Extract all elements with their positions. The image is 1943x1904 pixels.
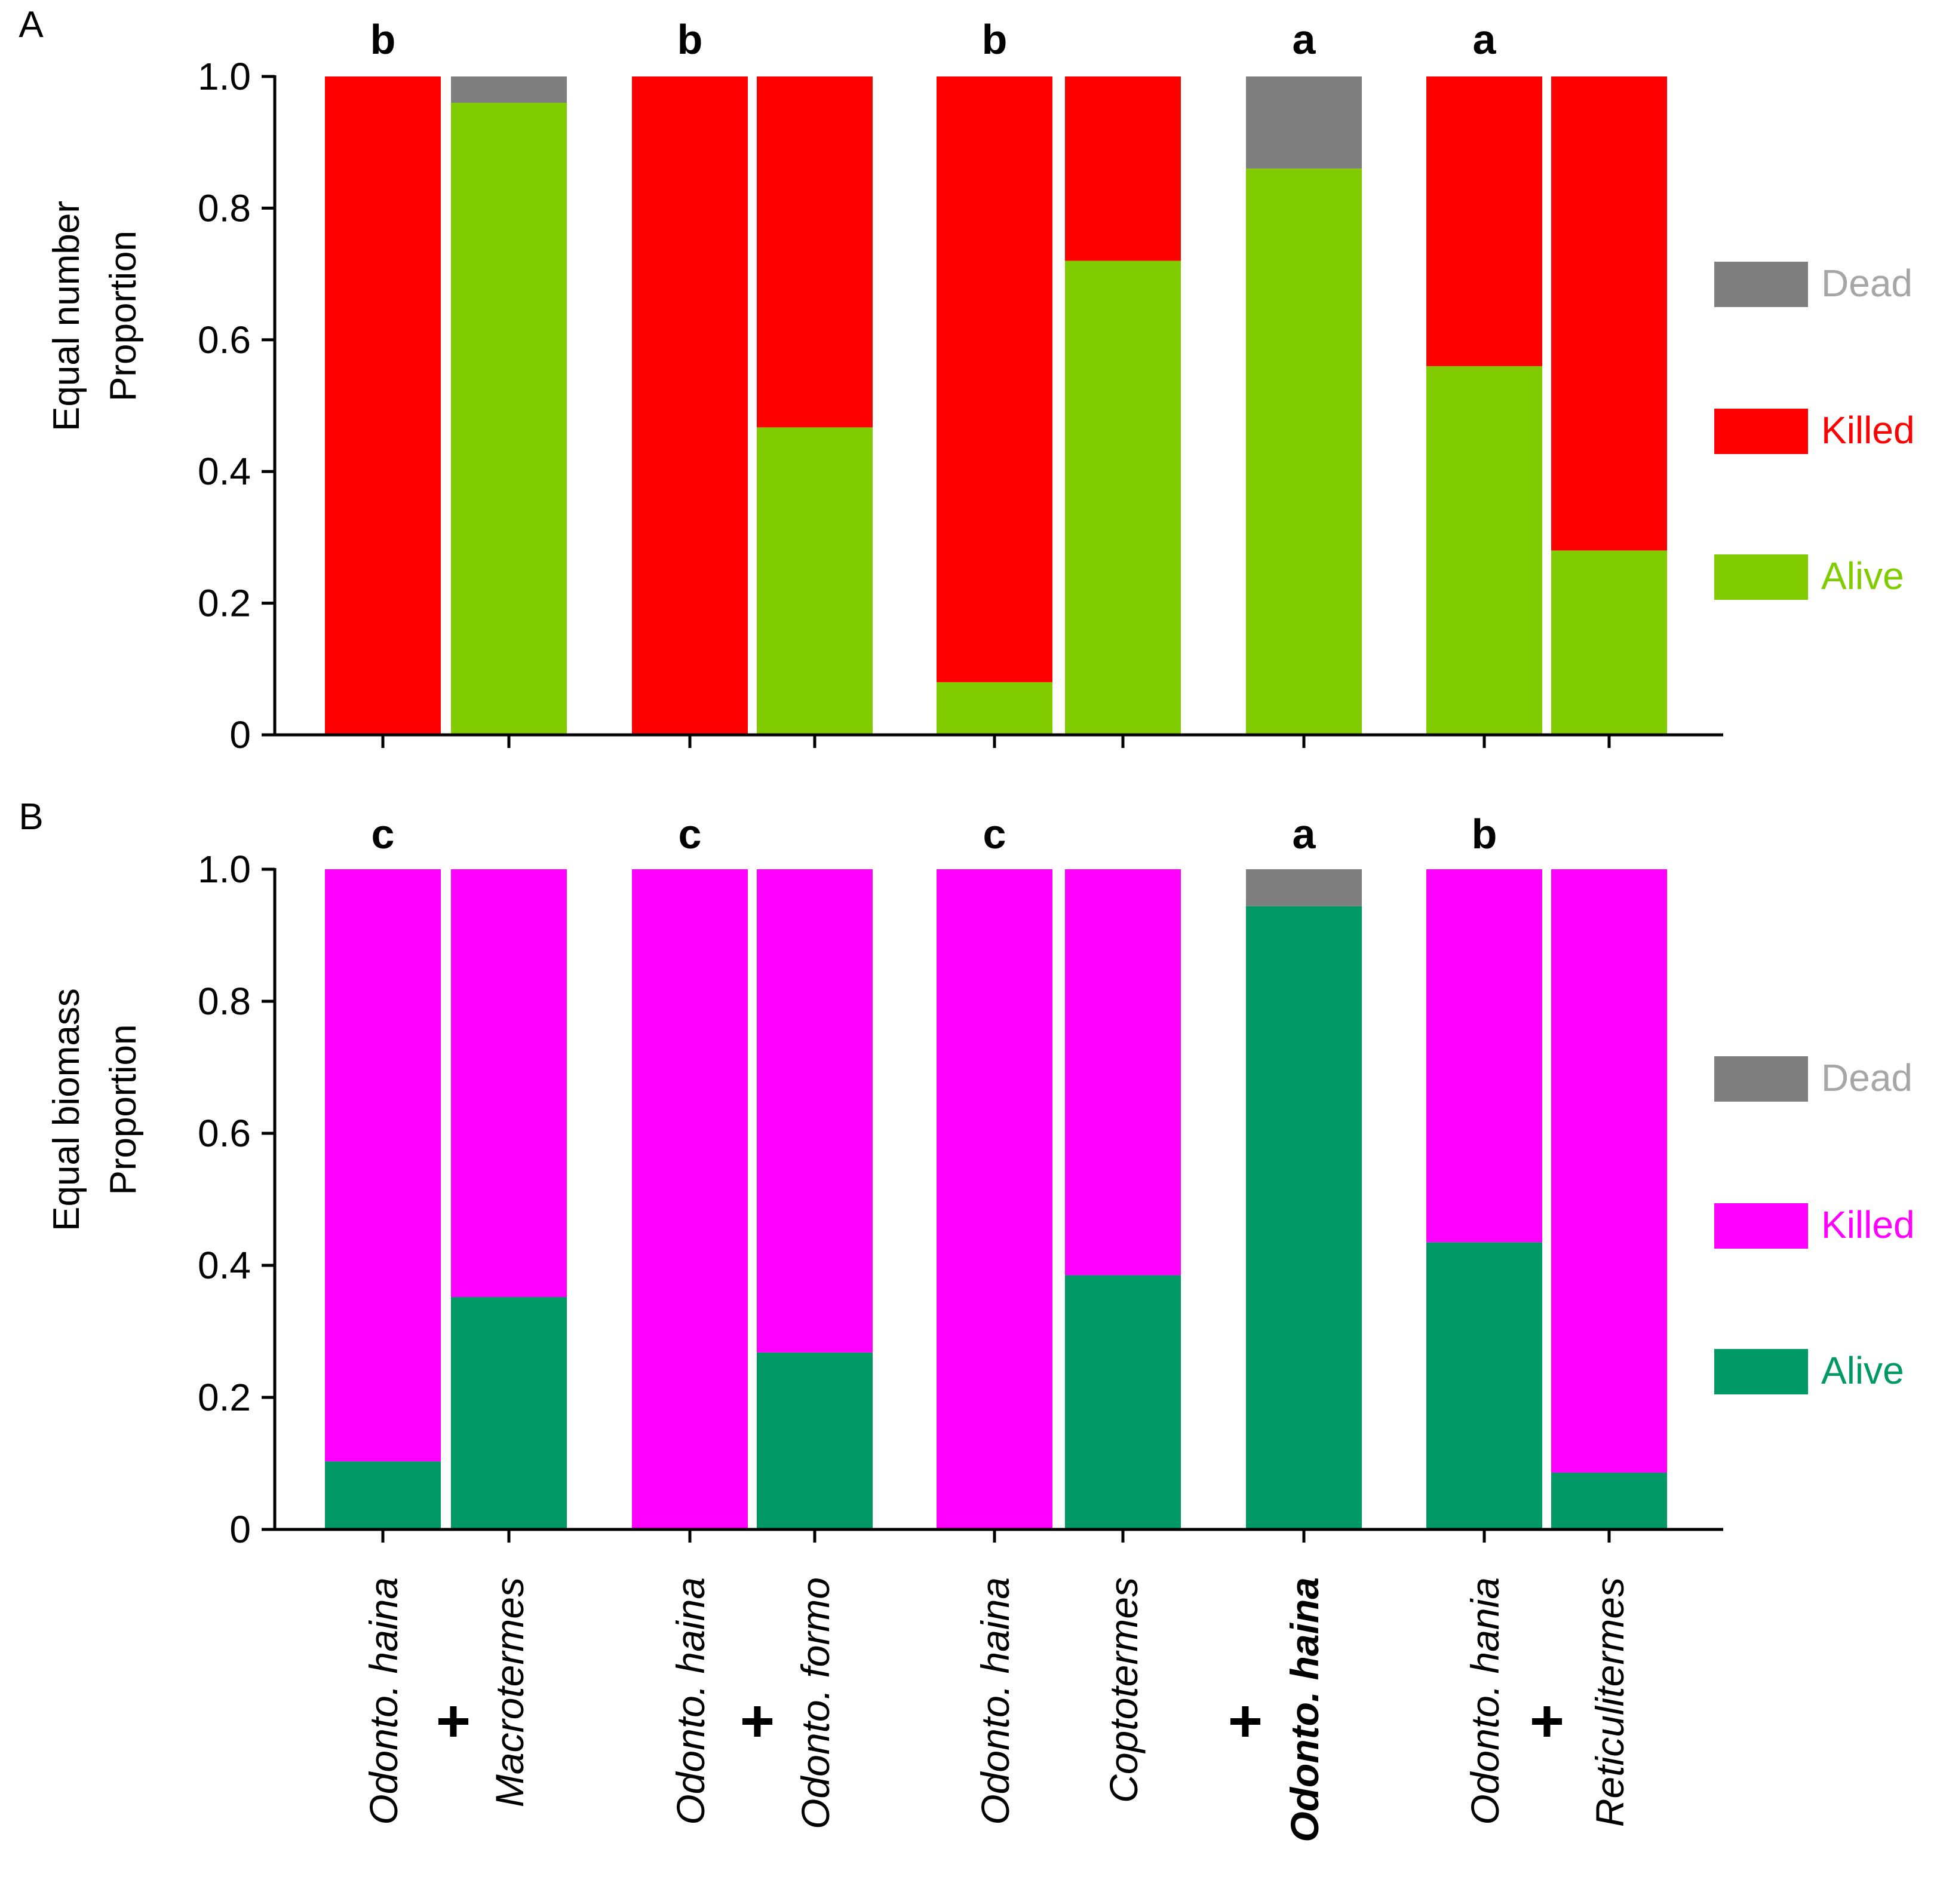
plus-sign-1: +	[436, 1688, 471, 1755]
bar-killed-pb-3	[632, 869, 748, 1529]
bar-killed-pb-5	[937, 869, 1052, 1529]
significance-letter-a-2: b	[677, 16, 703, 63]
bar-killed-pb-9	[1551, 869, 1667, 1473]
x-category-label-2: Macrotermes	[487, 1577, 532, 1807]
bar-killed-pa-1	[325, 76, 441, 735]
legend-label-killed-a: Killed	[1821, 409, 1915, 452]
bar-killed-pb-4	[757, 869, 873, 1353]
bar-killed-pa-9	[1551, 76, 1667, 551]
y-axis-label-b-line2: Proportion	[103, 1024, 144, 1195]
bar-alive-pb-8	[1426, 1242, 1542, 1529]
bar-alive-pa-9	[1551, 550, 1667, 735]
bar-dead-pa-7	[1246, 76, 1362, 169]
bar-killed-pa-4	[757, 76, 873, 428]
legend-swatch-dead-a	[1714, 262, 1808, 307]
legend-label-alive-a: Alive	[1821, 554, 1904, 597]
x-category-label-6: Coptotermes	[1101, 1577, 1146, 1803]
bar-killed-pb-6	[1065, 869, 1181, 1276]
bar-killed-pb-2	[451, 869, 567, 1298]
legend-swatch-alive-b	[1714, 1349, 1808, 1394]
significance-letter-a-1: b	[370, 16, 396, 63]
y-tick-label: 1.0	[198, 848, 251, 891]
y-axis-label-a-line1: Equal number	[46, 201, 87, 431]
bar-killed-pa-6	[1065, 76, 1181, 261]
y-tick-label: 0.2	[198, 1376, 251, 1419]
y-tick-label: 0.4	[198, 1244, 251, 1287]
y-tick-label: 0.6	[198, 1112, 251, 1155]
plus-sign-4: +	[1530, 1688, 1564, 1755]
bar-alive-pa-4	[757, 427, 873, 735]
bar-alive-pb-2	[451, 1297, 567, 1529]
legend-label-alive-b: Alive	[1821, 1349, 1904, 1392]
plus-sign-2: +	[740, 1688, 775, 1755]
y-tick-label: 0	[229, 713, 251, 756]
y-tick-label: 0.2	[198, 582, 251, 625]
significance-letter-b-3: c	[983, 811, 1006, 857]
x-category-label-4: Odonto. formo	[793, 1577, 837, 1829]
significance-letter-a-4: a	[1293, 16, 1316, 63]
y-tick-label: 0.4	[198, 450, 251, 493]
plus-sign-3: +	[1228, 1688, 1263, 1755]
legend-swatch-dead-b	[1714, 1056, 1808, 1102]
bar-dead-pa-2	[451, 76, 567, 103]
x-category-label-1: Odonto. haina	[361, 1577, 406, 1825]
bar-alive-pa-7	[1246, 168, 1362, 735]
bar-alive-pa-6	[1065, 260, 1181, 735]
x-category-label-8: Odonto. hania	[1463, 1577, 1507, 1825]
bar-alive-pb-1	[325, 1461, 441, 1529]
legend-swatch-killed-b	[1714, 1203, 1808, 1249]
bar-alive-pb-6	[1065, 1275, 1181, 1529]
bar-killed-pa-3	[632, 76, 748, 735]
y-tick-label: 0.6	[198, 318, 251, 361]
legend-label-killed-b: Killed	[1821, 1203, 1915, 1246]
significance-letter-b-5: b	[1472, 811, 1497, 857]
significance-letter-b-1: c	[372, 811, 395, 857]
y-tick-label: 0.8	[198, 186, 251, 229]
significance-letter-b-4: a	[1293, 811, 1316, 857]
legend-label-dead-a: Dead	[1821, 262, 1913, 305]
bar-killed-pb-8	[1426, 869, 1542, 1243]
legend-swatch-alive-a	[1714, 554, 1808, 600]
bar-alive-pb-4	[757, 1352, 873, 1529]
x-category-label-5: Odonto. haina	[973, 1577, 1017, 1825]
y-axis-label-a-line2: Proportion	[103, 231, 144, 401]
y-axis-label-b-line1: Equal biomass	[46, 988, 87, 1231]
panel-label-b: B	[19, 796, 43, 838]
x-category-label-7: Odonto. haina	[1282, 1577, 1327, 1842]
legend-label-dead-b: Dead	[1821, 1056, 1913, 1099]
y-tick-label: 0.8	[198, 980, 251, 1023]
legend-swatch-killed-a	[1714, 409, 1808, 454]
bar-killed-pb-1	[325, 869, 441, 1462]
bar-dead-pb-7	[1246, 869, 1362, 906]
bar-alive-pb-7	[1246, 906, 1362, 1529]
significance-letter-a-5: a	[1473, 16, 1497, 63]
significance-letter-b-2: c	[679, 811, 702, 857]
bar-killed-pa-5	[937, 76, 1052, 682]
bar-killed-pa-8	[1426, 76, 1542, 366]
significance-letter-a-3: b	[982, 16, 1008, 63]
bar-alive-pa-8	[1426, 366, 1542, 735]
x-category-label-9: Reticulitermes	[1588, 1577, 1632, 1827]
bar-alive-pb-9	[1551, 1472, 1667, 1529]
panel-label-a: A	[19, 4, 44, 45]
bar-alive-pa-2	[451, 103, 567, 735]
x-category-label-3: Odonto. haina	[668, 1577, 713, 1825]
bar-alive-pa-5	[937, 682, 1052, 735]
y-tick-label: 0	[229, 1508, 251, 1551]
y-tick-label: 1.0	[198, 55, 251, 98]
